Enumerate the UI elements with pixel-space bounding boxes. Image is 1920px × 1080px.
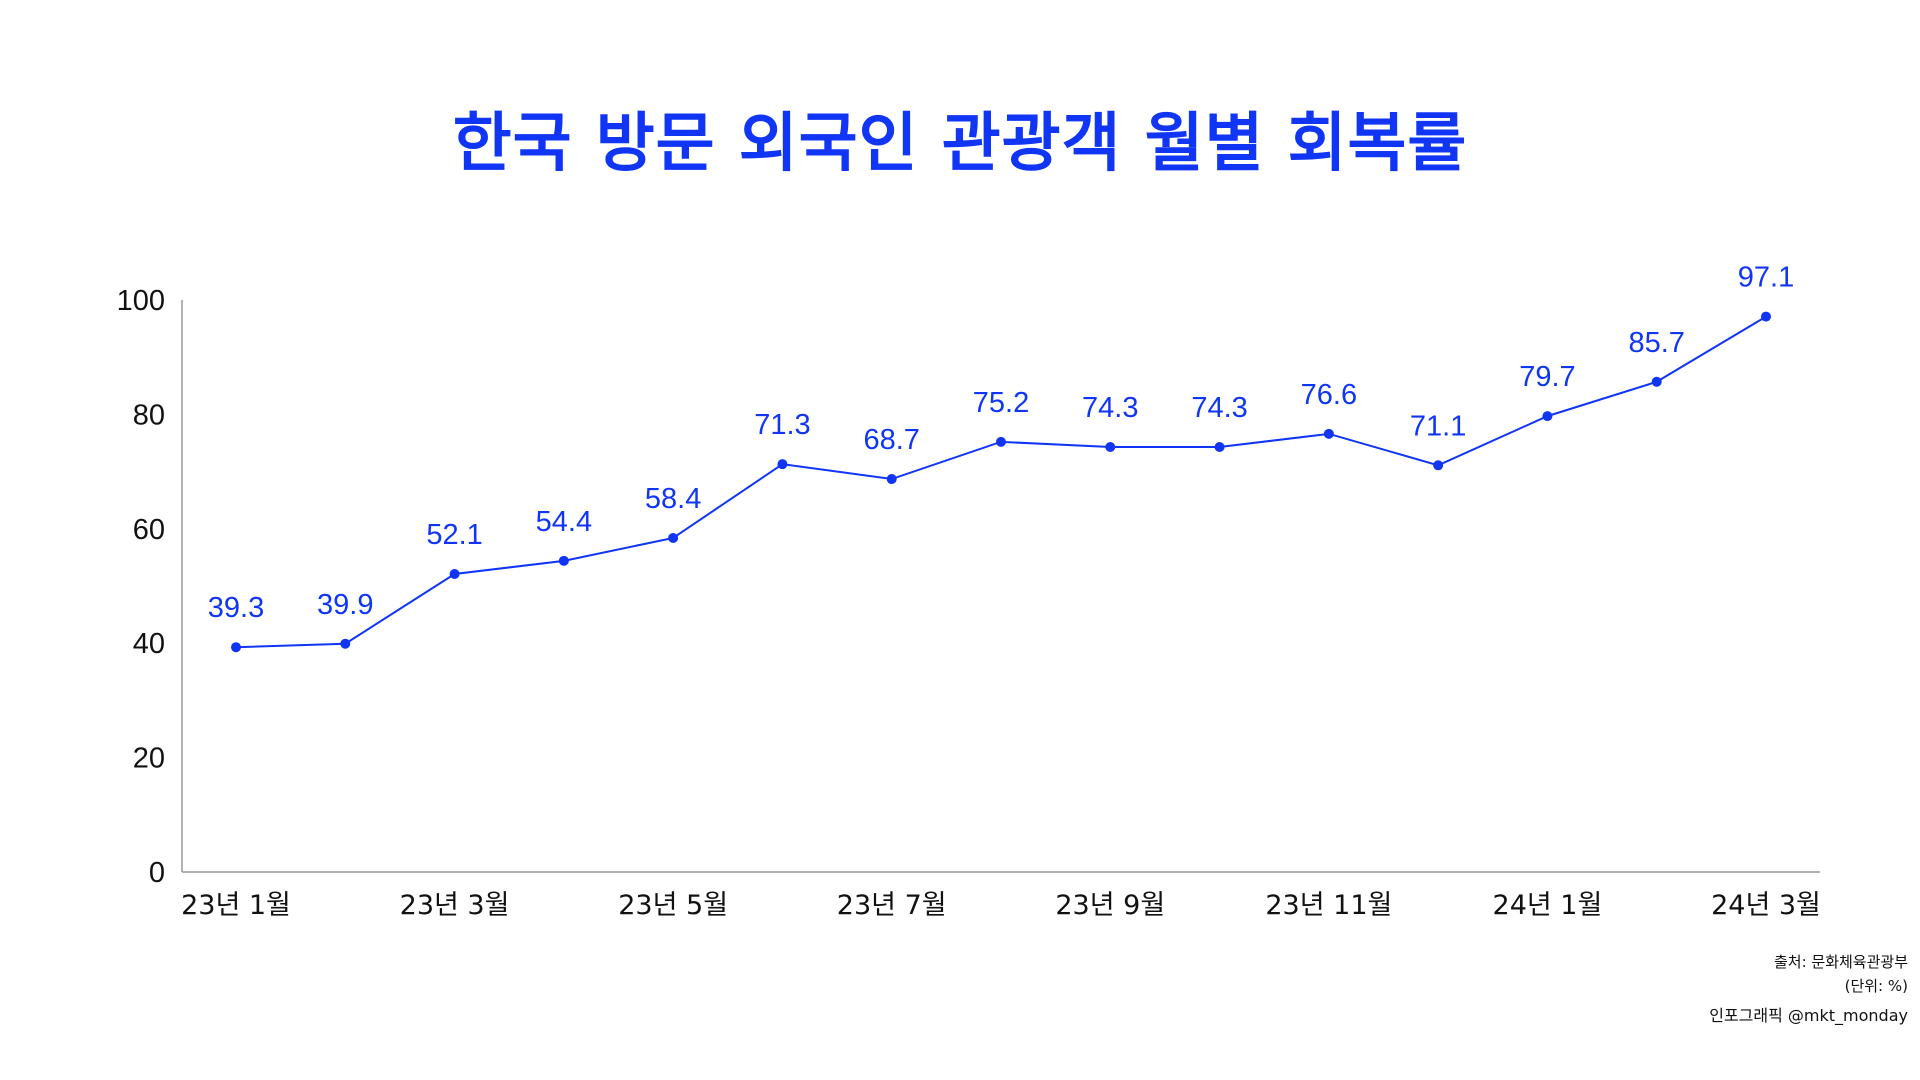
data-point	[1105, 442, 1116, 453]
data-point	[231, 642, 241, 653]
x-tick-label: 24년 3월	[1711, 890, 1821, 921]
x-tick-label: 23년 7월	[837, 890, 947, 921]
data-label: 58.4	[645, 483, 701, 515]
unit-text: (단위: %)	[1844, 977, 1908, 995]
y-tick-label: 0	[149, 857, 165, 889]
data-label: 71.1	[1410, 410, 1466, 442]
data-point	[1323, 428, 1334, 439]
y-axis: 0 20 40 60 80 100	[117, 285, 183, 889]
data-point	[996, 436, 1006, 447]
source-text: 출처: 문화체육관광부	[1773, 953, 1908, 971]
data-label: 74.3	[1191, 392, 1247, 424]
x-axis: 23년 1월 23년 3월 23년 5월 23년 7월 23년 9월 23년 11월 24년…	[181, 871, 1821, 921]
data-label: 74.3	[1082, 392, 1138, 424]
data-label: 68.7	[863, 424, 919, 456]
chart-title: 한국 방문 외국인 관광객 월별 회복률	[452, 107, 1468, 181]
y-tick-label: 60	[133, 514, 165, 546]
x-tick-label: 23년 3월	[400, 890, 510, 921]
y-tick-label: 40	[133, 628, 165, 660]
series-recovery-rate	[231, 311, 1771, 653]
data-label: 39.9	[317, 589, 373, 621]
data-point	[558, 555, 569, 566]
x-tick-label: 23년 5월	[618, 890, 728, 921]
x-tick-label: 23년 9월	[1055, 890, 1165, 921]
data-label: 97.1	[1738, 262, 1794, 294]
data-point	[1761, 311, 1771, 322]
data-label: 85.7	[1628, 327, 1684, 359]
data-point	[1433, 460, 1444, 471]
data-label: 52.1	[426, 519, 482, 551]
x-tick-label: 24년 1월	[1493, 890, 1603, 921]
data-label: 39.3	[208, 592, 264, 624]
y-tick-label: 20	[133, 743, 165, 775]
data-point	[1542, 411, 1553, 422]
data-point	[340, 638, 351, 649]
data-label: 71.3	[754, 409, 810, 441]
data-point	[668, 532, 679, 543]
data-point	[1214, 442, 1225, 453]
footer: 출처: 문화체육관광부 (단위: %) 인포그래픽 @mkt_monday	[1709, 950, 1908, 1028]
data-label: 75.2	[973, 387, 1029, 419]
credit-text: 인포그래픽 @mkt_monday	[1709, 1006, 1908, 1025]
data-point	[886, 474, 897, 485]
data-label: 79.7	[1519, 361, 1575, 393]
data-label: 54.4	[536, 506, 592, 538]
x-tick-label: 23년 11월	[1265, 890, 1392, 921]
data-point	[449, 568, 460, 579]
data-point	[777, 459, 788, 470]
x-tick-label: 23년 1월	[181, 890, 291, 921]
data-point	[1651, 376, 1662, 387]
y-tick-label: 80	[133, 399, 165, 431]
data-labels: 39.3 39.9 52.1 54.4 58.4 71.3 68.7 75.2 74.3 74.3…	[208, 262, 1794, 625]
data-label: 76.6	[1301, 379, 1357, 411]
y-tick-label: 100	[117, 285, 165, 317]
